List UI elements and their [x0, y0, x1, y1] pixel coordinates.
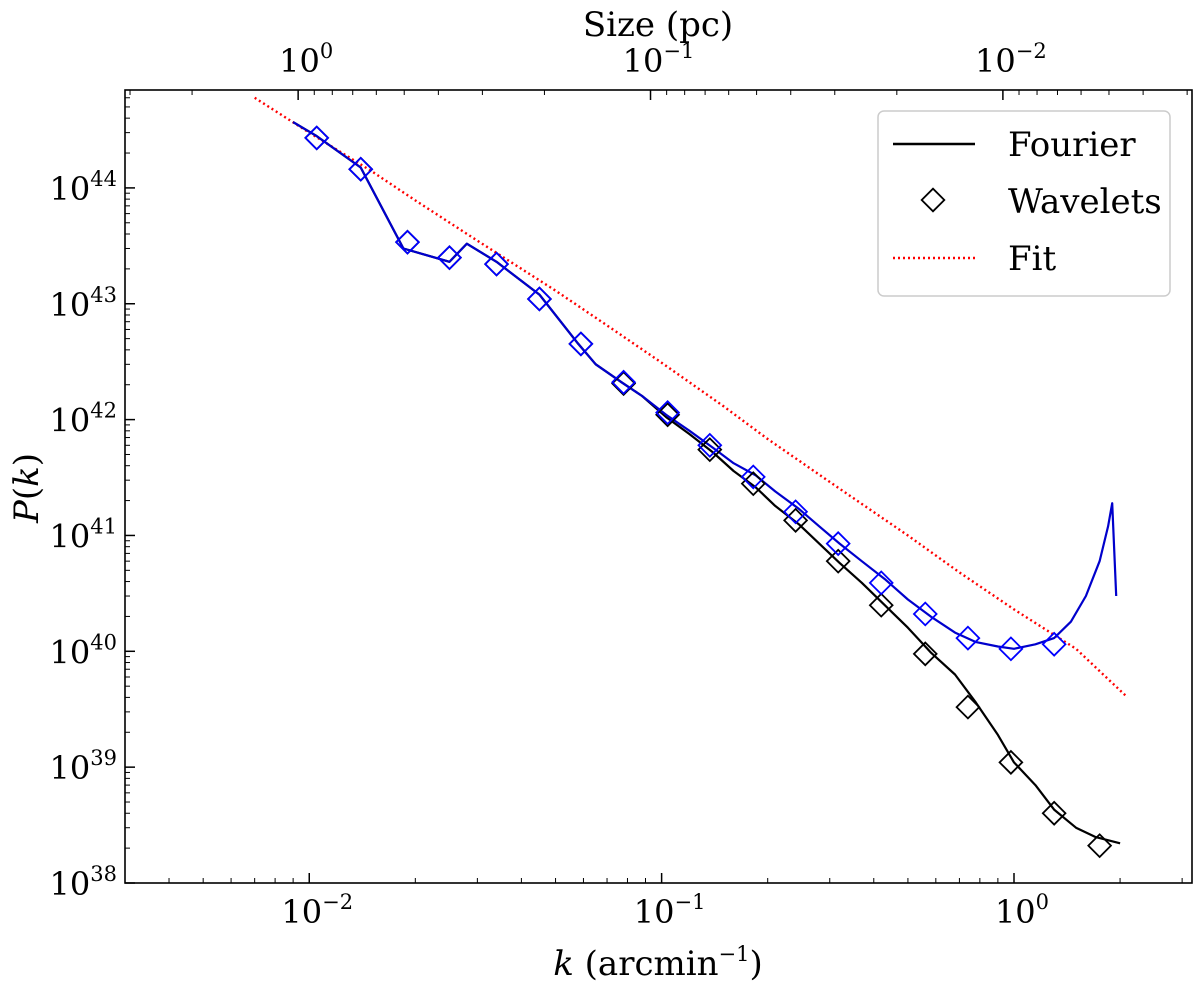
- wavelet-marker: [783, 507, 809, 533]
- legend: Fourier Wavelets Fit: [877, 110, 1171, 297]
- wavelet-marker: [304, 125, 330, 151]
- x-axis-title: k (arcmin−1): [553, 942, 763, 984]
- y-tick-label: 1041: [50, 514, 117, 555]
- wavelet-marker: [1041, 800, 1067, 826]
- wavelet-marker: [912, 601, 938, 627]
- series-layer: [254, 96, 1129, 859]
- wavelet-marker: [304, 125, 330, 151]
- plot-frame: [124, 89, 1193, 884]
- y-tick-label: 1044: [50, 167, 117, 208]
- wavelet-marker: [998, 636, 1024, 662]
- major-ticks: [125, 90, 1015, 884]
- top-tick-label: 100: [279, 39, 333, 80]
- legend-wavelets-swatch: [920, 187, 946, 213]
- wavelet-marker: [611, 369, 637, 395]
- wavelet-marker: [697, 437, 723, 463]
- wavelet-marker: [655, 399, 681, 426]
- wavelet-marker: [783, 499, 809, 525]
- legend-wavelets-label: Wavelets: [1008, 182, 1162, 222]
- y-tick-label: 1042: [50, 399, 117, 440]
- wavelet-marker: [348, 156, 374, 182]
- x-tick-label: 10−1: [634, 890, 706, 931]
- y-tick-label: 1038: [50, 862, 117, 903]
- top-tick-label: 10−1: [623, 39, 695, 80]
- wavelet-marker: [998, 749, 1024, 775]
- top-tick-label: 10−2: [975, 39, 1047, 80]
- legend-fourier-label: Fourier: [1008, 125, 1136, 165]
- x-tick-label: 100: [995, 890, 1049, 931]
- wavelet-marker: [740, 464, 766, 490]
- y-tick-label: 1039: [50, 746, 117, 787]
- wavelet-marker: [483, 251, 510, 277]
- y-tick-label: 1043: [50, 283, 117, 324]
- y-axis-title: P(k): [7, 453, 47, 524]
- legend-fit-label: Fit: [1008, 239, 1056, 279]
- y-tick-label: 1040: [50, 630, 117, 671]
- wavelet-marker: [1087, 833, 1113, 859]
- wavelet-marker: [868, 570, 894, 596]
- wavelet-marker: [825, 548, 851, 574]
- wavelet-marker: [912, 641, 938, 667]
- legend-box: [877, 110, 1171, 297]
- wavelet-marker: [697, 432, 723, 458]
- wavelet-marker: [436, 245, 463, 271]
- wavelet-marker: [868, 592, 894, 618]
- tick-labels: 10−2 10−1 100 100 10−1 10−2 1038 1039 1040 1041 10…: [50, 39, 1049, 931]
- wavelet-marker: [568, 331, 594, 357]
- x-tick-label: 10−2: [281, 890, 353, 931]
- wavelet-marker: [825, 531, 851, 557]
- wavelet-marker: [1041, 631, 1067, 657]
- wavelet-marker: [740, 471, 766, 497]
- wavelet-marker: [436, 245, 463, 271]
- wavelet-marker: [526, 286, 553, 312]
- spectrum-line: [292, 121, 1118, 650]
- wavelet-marker: [394, 229, 421, 255]
- minor-ticks: [124, 90, 1188, 883]
- top-axis-title: Size (pc): [583, 5, 733, 45]
- wavelet-marker: [955, 694, 981, 720]
- wavelet-marker: [655, 402, 681, 428]
- wavelet-marker: [955, 625, 981, 651]
- wavelet-marker: [526, 286, 553, 312]
